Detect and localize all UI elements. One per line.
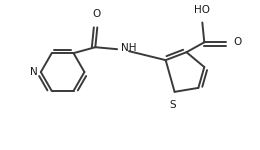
Text: S: S [169, 100, 176, 110]
Text: O: O [233, 37, 241, 47]
Text: HO: HO [194, 4, 210, 15]
Text: O: O [92, 9, 100, 20]
Text: N: N [30, 67, 38, 77]
Text: NH: NH [121, 43, 136, 53]
